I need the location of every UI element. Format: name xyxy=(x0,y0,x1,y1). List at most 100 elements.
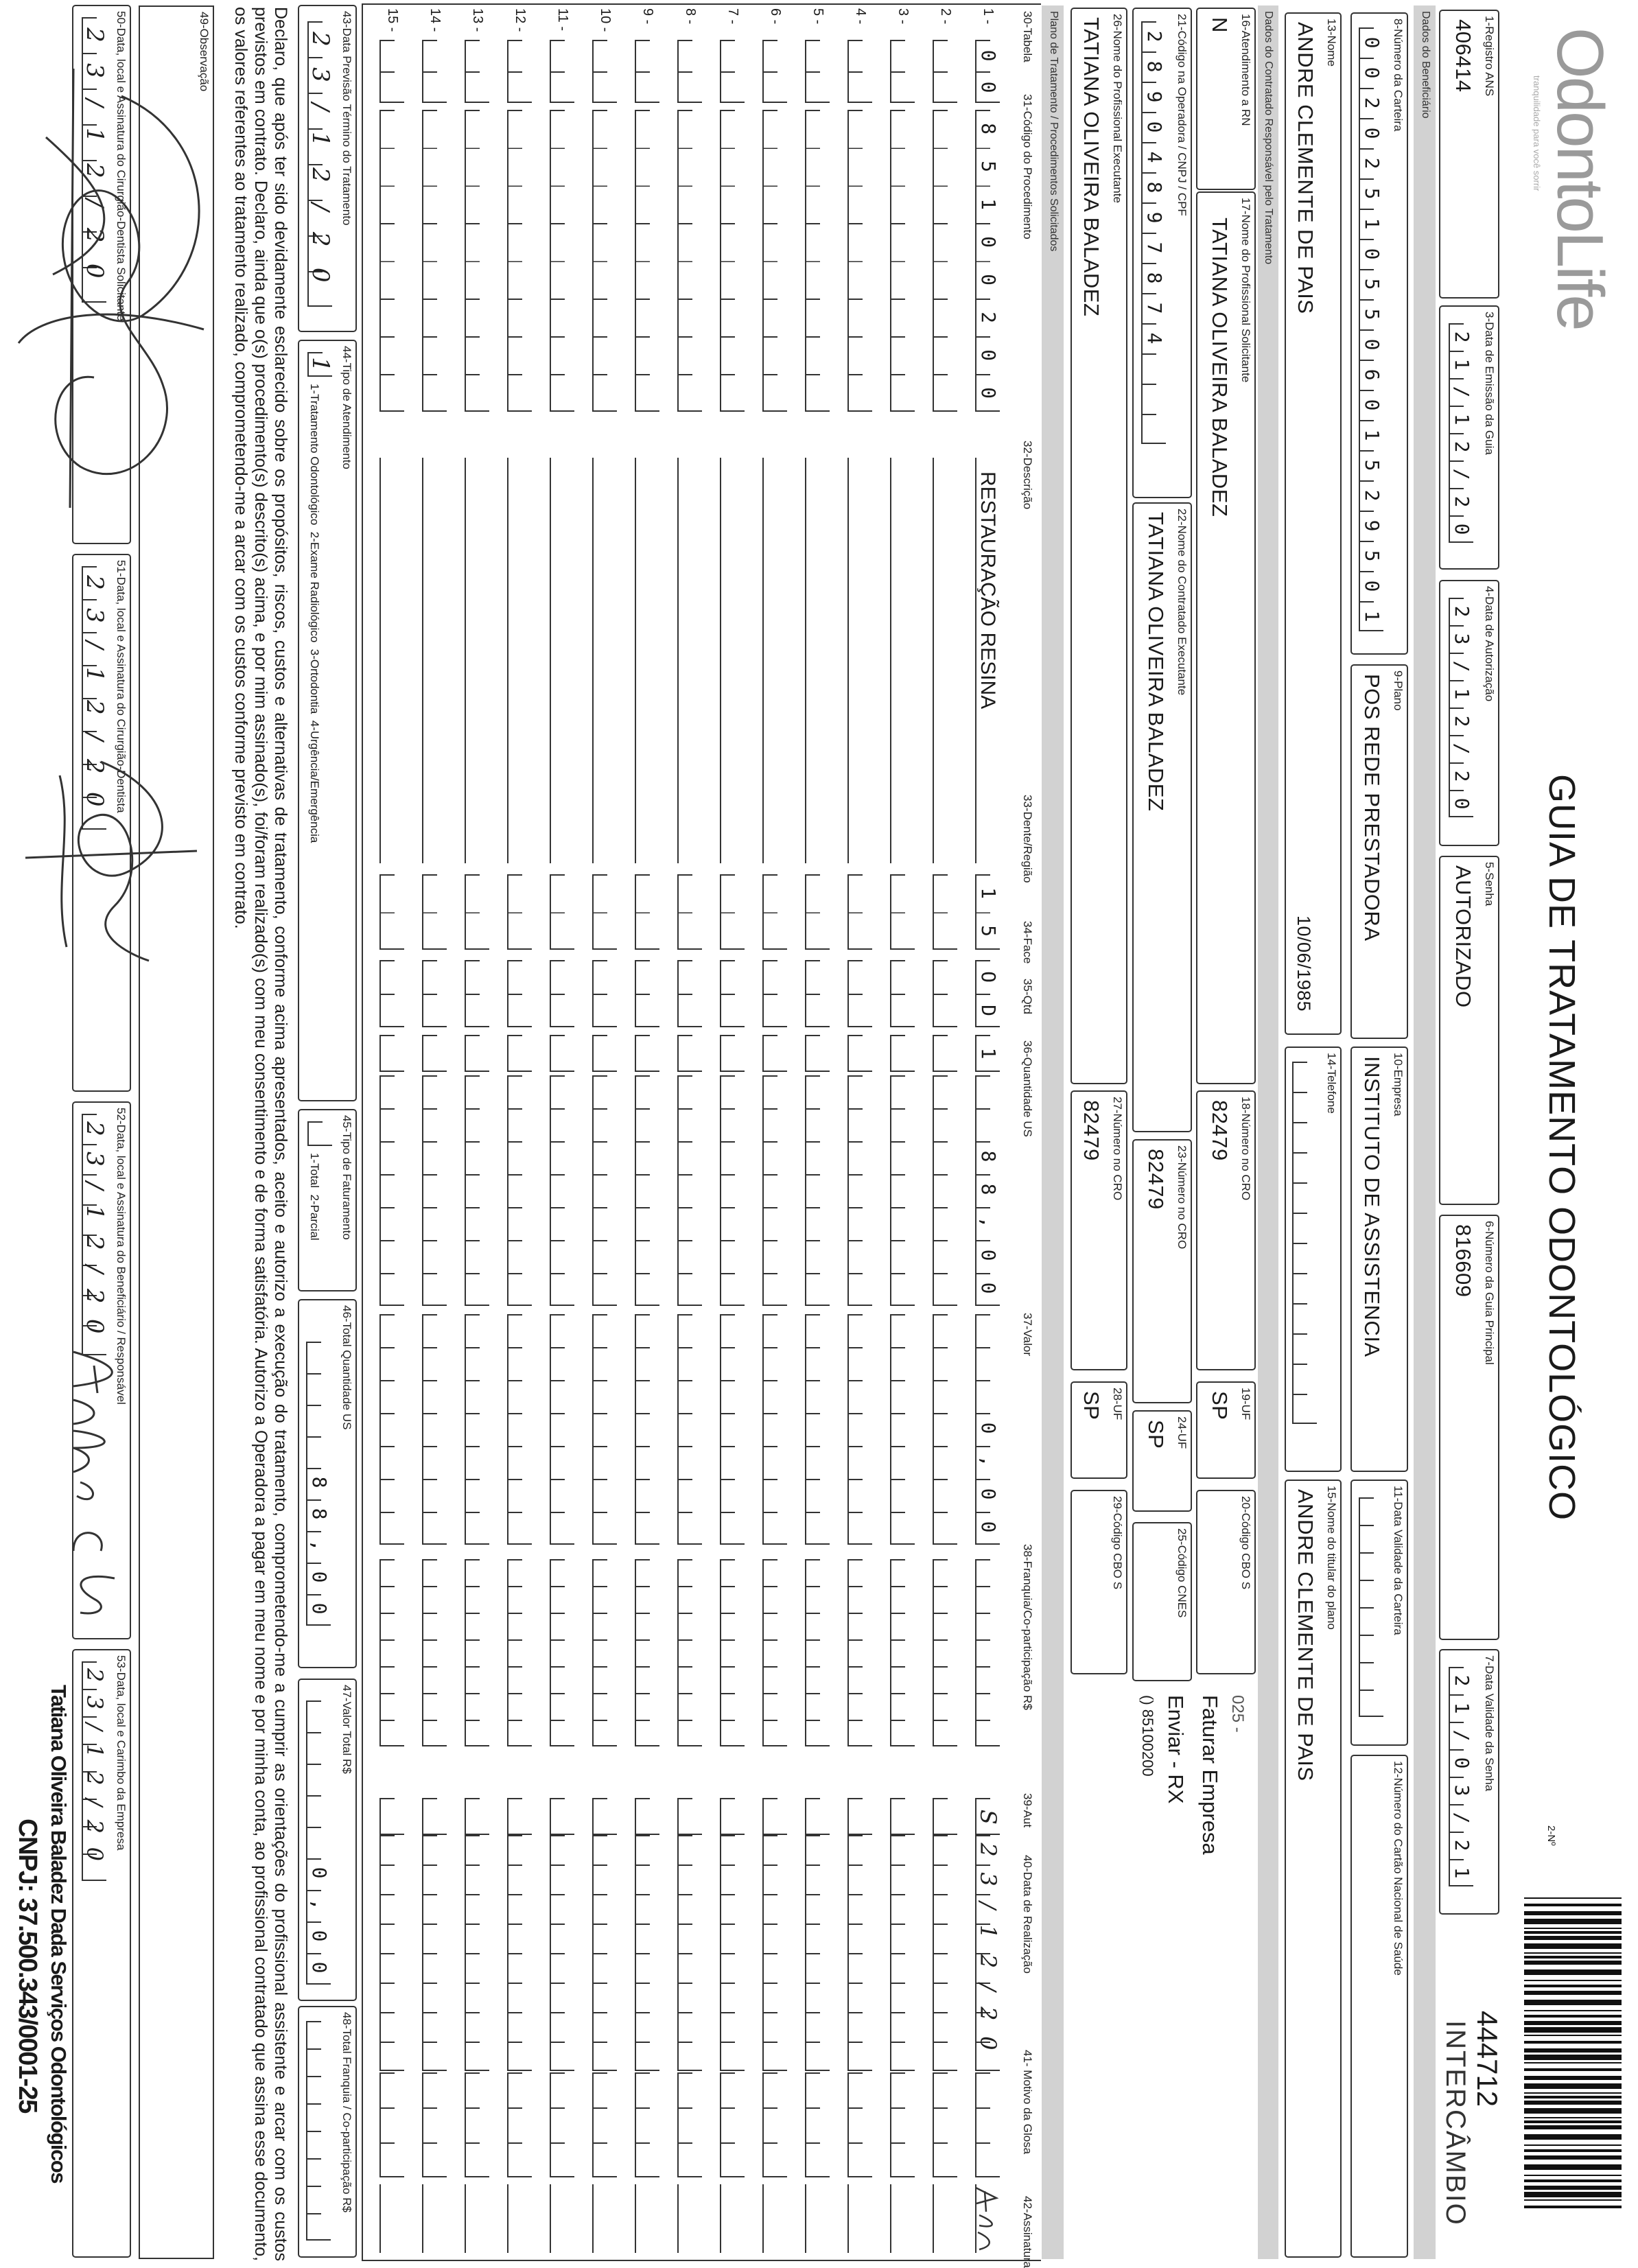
guide-type: INTERCÂMBIO xyxy=(1440,2020,1471,2226)
cell-data-realizacao xyxy=(379,1835,404,2071)
cell-dente: 15 xyxy=(975,874,1000,963)
cell-aut: S xyxy=(975,1798,1001,1847)
cell-aut xyxy=(933,1798,957,1835)
header-franquia: 38-Franquia/Co-participação R$ xyxy=(1021,1544,1034,1710)
barcode-bar xyxy=(1524,2186,1622,2190)
guide-number: 444712 xyxy=(1471,2011,1504,2107)
cell-franquia xyxy=(933,1559,957,1746)
cell-franquia xyxy=(592,1559,617,1746)
field-label: 23-Número no CRO xyxy=(1175,1145,1189,1250)
cell-valor xyxy=(720,1314,745,1545)
cell-aut xyxy=(677,1798,702,1835)
barcode-bar xyxy=(1524,2149,1622,2152)
field-label: 29-Código CBO S xyxy=(1111,1496,1124,1590)
field-senha: 5-Senha AUTORIZADO xyxy=(1439,856,1499,1205)
row-number: 7 - xyxy=(725,8,740,25)
cell-quantidade-us xyxy=(635,1075,659,1306)
cell-face xyxy=(635,960,659,1027)
company-stamp-cnpj: CNPJ: 37.500.343/0001-25 xyxy=(13,1819,42,2113)
cell-data-realizacao xyxy=(465,1835,489,2071)
cell-motivo-glosa xyxy=(805,2072,830,2177)
cell-quantidade-us: 88,00 xyxy=(975,1075,1000,1316)
amount-cells xyxy=(306,2021,331,2241)
field-value: POS REDE PRESTADORA xyxy=(1360,674,1384,942)
cell-data-realizacao: 23/12/20 xyxy=(975,1835,1001,2071)
cell-codigo xyxy=(635,110,659,412)
barcode-bar xyxy=(1524,1991,1622,1995)
options-text: 1-Tratamento Odontológico 2-Exame Radiol… xyxy=(308,384,321,843)
note-phone: () 85100200 xyxy=(1139,1695,1156,1777)
barcode-bar xyxy=(1524,2179,1622,2182)
date-cells: 21/03/21 xyxy=(1449,1667,1473,1895)
cell-aut xyxy=(507,1798,532,1835)
cell-descricao xyxy=(592,458,617,863)
field-label: 13-Nome xyxy=(1325,19,1338,67)
barcode-bar xyxy=(1524,2092,1622,2094)
cell-assinatura xyxy=(890,2184,915,2253)
header-qtd: 35-Qtd xyxy=(1021,979,1034,1014)
field-label: 6-Número da Guia Principal xyxy=(1483,1221,1496,1365)
cell-face xyxy=(507,960,532,1027)
field-titular: 15-Nome do titular do plano ANDRE CLEMEN… xyxy=(1285,1480,1342,2258)
cell-assinatura xyxy=(762,2184,787,2253)
header-descricao: 32-Descrição xyxy=(1021,441,1034,510)
cell-tabela xyxy=(847,40,872,103)
field-label: 7-Data Validade da Senha xyxy=(1483,1655,1496,1792)
cell-qtd xyxy=(720,1035,745,1072)
field-numero-carteira: 8-Número da Carteira 0020251055060152950… xyxy=(1350,12,1408,655)
cell-valor xyxy=(592,1314,617,1545)
cell-data-realizacao xyxy=(933,1835,957,2071)
barcode-bar xyxy=(1524,2125,1622,2129)
cell-quantidade-us xyxy=(465,1075,489,1306)
barcode-bar xyxy=(1524,2076,1622,2080)
options-text: 1-Total 2-Parcial xyxy=(308,1153,321,1241)
cell-value: 0,00 xyxy=(977,1422,1000,1554)
barcode-bar xyxy=(1524,1931,1622,1934)
cell-motivo-glosa xyxy=(975,2072,1000,2177)
cell-aut xyxy=(465,1798,489,1835)
cell-qtd xyxy=(550,1035,574,1072)
field-value: 0,00 xyxy=(308,1867,331,1994)
cell-tabela xyxy=(465,40,489,103)
field-label: 10-Empresa xyxy=(1392,1053,1405,1117)
row-number: 15 - xyxy=(385,8,400,32)
cell-codigo xyxy=(847,110,872,412)
barcode-bar xyxy=(1524,1928,1622,1929)
cell-data-realizacao xyxy=(805,1835,830,2071)
field-label: 20-Código CBO S xyxy=(1239,1496,1252,1590)
cell-tabela xyxy=(933,40,957,103)
barcode-bar xyxy=(1524,2192,1622,2197)
barcode-bar xyxy=(1524,2048,1622,2053)
field-label: 24-UF xyxy=(1175,1416,1189,1449)
cell-tabela xyxy=(635,40,659,103)
cell-qtd xyxy=(422,1035,447,1072)
barcode-bar xyxy=(1524,2041,1622,2044)
field-data-previsao: 43-Data Previsão Término do Tratamento 2… xyxy=(298,5,357,332)
cell-valor xyxy=(890,1314,915,1545)
cell-descricao xyxy=(550,458,574,863)
cell-codigo xyxy=(379,110,404,412)
barcode-bar xyxy=(1524,2175,1622,2176)
section-beneficiario: Dados do Beneficiário xyxy=(1414,5,1436,2259)
field-value: 23/12/20 xyxy=(1451,605,1473,826)
cell-aut xyxy=(805,1798,830,1835)
cell-franquia xyxy=(465,1559,489,1746)
cell-valor xyxy=(465,1314,489,1545)
field-label: 12-Número do Cartão Nacional de Saúde xyxy=(1392,1761,1405,1976)
field-empresa: 10-Empresa INSTITUTO DE ASSISTENCIA xyxy=(1350,1047,1408,1472)
digit-cells: 00202510550601529501 xyxy=(1359,27,1383,641)
cell-aut xyxy=(635,1798,659,1835)
field-value: 82479 xyxy=(1079,1100,1103,1161)
cell-assinatura xyxy=(507,2184,532,2253)
cell-descricao xyxy=(507,458,532,863)
cell-valor xyxy=(677,1314,702,1545)
cell-codigo xyxy=(805,110,830,412)
header-quantidade-us: 36-Quantidade US xyxy=(1021,1040,1034,1137)
cell-codigo xyxy=(465,110,489,412)
field-label: 9-Plano xyxy=(1392,670,1405,711)
field-value: N xyxy=(1208,17,1232,33)
field-uf-solicitante: 19-UF SP xyxy=(1196,1381,1256,1479)
cell-dente xyxy=(933,874,957,950)
cell-assinatura xyxy=(805,2184,830,2253)
